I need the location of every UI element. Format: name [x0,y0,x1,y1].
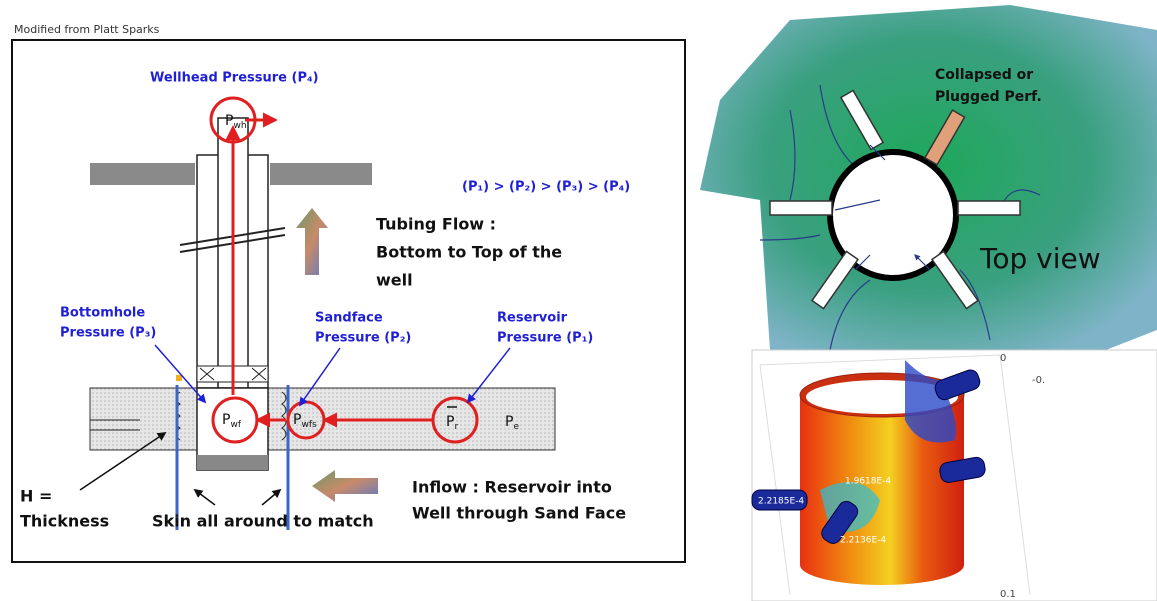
note: Inflow : Reservoir into [412,478,612,497]
label: Pressure (P₂) [315,331,411,346]
ground-right [270,163,372,185]
page: Modified from Platt Sparks Pwh Pwf Pwfs … [0,0,1157,601]
perf-label: Collapsed or [935,67,1033,83]
wellbore-bottom [197,455,268,470]
note: Tubing Flow : [376,215,496,234]
ground-left [90,163,195,185]
value-label: 2.2136E-4 [840,536,886,546]
note: well [376,271,413,290]
label: Pressure (P₁) [497,331,593,346]
value-label: 2.2185E-4 [758,497,804,507]
note: Well through Sand Face [412,504,626,523]
note: Thickness [20,512,109,531]
note: Skin all around to match [152,512,374,531]
label: Sandface [315,311,383,326]
marker [176,375,182,381]
axis-label: 0.1 [1000,589,1016,600]
note: Bottom to Top of the [376,243,562,262]
label: (P₁) > (P₂) > (P₃) > (P₄) [462,180,630,195]
label: Pressure (P₃) [60,326,156,341]
credit: Modified from Platt Sparks [14,23,160,36]
axis-label: -0. [1032,375,1045,386]
label: Bottomhole [60,306,145,321]
top-view-label: Top view [979,242,1101,275]
axis-label: 0 [1000,353,1006,364]
perf-label: Plugged Perf. [935,89,1042,105]
label: Wellhead Pressure (P₄) [150,71,319,86]
note: H = [20,487,52,506]
label: Reservoir [497,311,568,326]
value-label: 1.9618E-4 [845,477,891,487]
